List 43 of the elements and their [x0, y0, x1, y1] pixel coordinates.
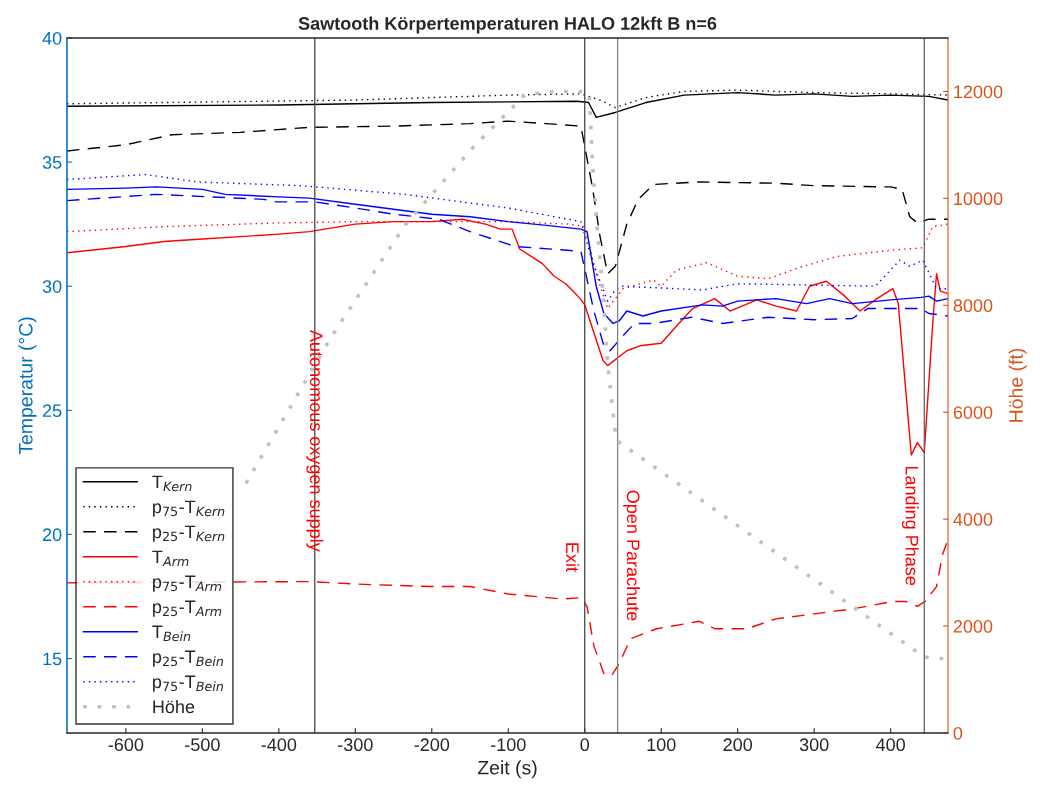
y-tick-label: 20 [42, 528, 62, 542]
y2-tick-label: 10000 [954, 192, 1003, 206]
ref-line-label: Exit [565, 543, 580, 572]
y-tick-label: 30 [42, 280, 62, 293]
x-tick-label: 100 [647, 738, 676, 752]
line-series [67, 120, 948, 275]
x-tick-label: -100 [491, 738, 526, 752]
y2-tick-label: 6000 [953, 406, 993, 419]
x-tick-label: -200 [414, 738, 450, 752]
y-tick-label: 25 [42, 404, 62, 418]
y-tick-label: 40 [42, 31, 62, 45]
legend-label: p$_{75}$-T$_{Arm}$ [153, 575, 222, 592]
x-tick-label: 300 [799, 738, 829, 752]
y2-tick-label: 8000 [953, 299, 993, 313]
x-tick-label: -500 [185, 738, 220, 752]
legend-label: Höhe [153, 699, 195, 714]
y2-tick-label: 12000 [954, 85, 1003, 99]
legend-label: p$_{25}$-T$_{Kern}$ [153, 525, 225, 542]
legend-label: p$_{75}$-T$_{Kern}$ [153, 500, 225, 517]
y2-axis-title: Höhe (ft) [1008, 348, 1027, 422]
ref-line-label: Autonomous oxygen supply [306, 329, 324, 552]
legend-label: T$_{Bein}$ [152, 625, 191, 642]
legend-label: p$_{25}$-T$_{Bein}$ [153, 650, 223, 667]
y-tick-label: 35 [42, 156, 62, 169]
x-tick-label: 0 [580, 738, 590, 752]
ref-line-label: Open Parachute [623, 490, 641, 621]
y-tick-label: 15 [43, 652, 62, 666]
y-axis-title: Temperatur (°C) [18, 317, 37, 455]
x-tick-label: -400 [261, 738, 297, 752]
legend-label: T$_{Arm}$ [152, 550, 189, 567]
x-tick-label: -300 [338, 738, 373, 752]
ref-line-label: Landing Phase [901, 466, 919, 586]
x-tick-label: -600 [108, 738, 144, 752]
y2-tick-label: 2000 [953, 620, 993, 633]
y2-tick-label: 4000 [953, 513, 993, 526]
y2-tick-label: 0 [953, 726, 963, 740]
legend-label: p$_{25}$-T$_{Arm}$ [153, 600, 222, 617]
x-axis-title: Zeit (s) [477, 760, 537, 779]
legend-label: T$_{Kern}$ [152, 475, 192, 492]
legend-label: p$_{75}$-T$_{Bein}$ [153, 675, 223, 692]
x-tick-label: 200 [723, 738, 753, 752]
x-tick-label: 400 [876, 738, 905, 752]
chart-title: Sawtooth Körpertemperaturen HALO 12kft B n=6 [298, 16, 717, 34]
